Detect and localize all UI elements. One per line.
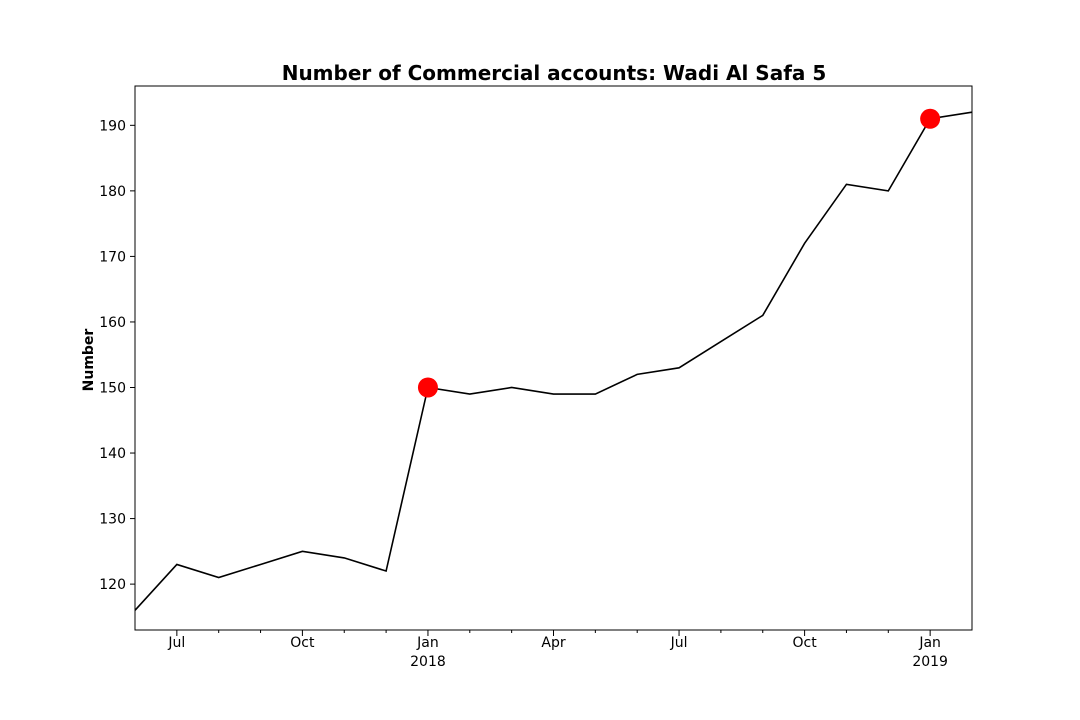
y-tick-label: 160	[99, 315, 126, 331]
x-tick-label: Jul	[670, 635, 688, 651]
x-tick-label: Jan	[416, 635, 439, 651]
x-tick-label: Jan	[918, 635, 941, 651]
y-tick-label: 190	[99, 118, 126, 134]
x-tick-label: Oct	[290, 635, 315, 651]
y-tick-label: 120	[99, 577, 126, 593]
y-tick-label: 170	[99, 249, 126, 265]
series-group	[134, 111, 973, 611]
highlight-marker	[920, 108, 941, 129]
highlight-marker	[417, 377, 438, 398]
y-tick-label: 150	[99, 380, 126, 396]
y-axis-label: Number	[81, 329, 97, 392]
x-tick-year-label: 2019	[912, 654, 948, 670]
y-tick-label: 140	[99, 446, 126, 462]
x-tick-label: Jul	[167, 635, 185, 651]
series-line	[134, 111, 973, 611]
y-tick-label: 130	[99, 512, 126, 528]
chart-title: Number of Commercial accounts: Wadi Al S…	[282, 61, 827, 85]
x-tick-label: Apr	[541, 635, 565, 651]
plot-area-frame	[134, 85, 973, 631]
x-tick-year-label: 2018	[410, 654, 446, 670]
axis-ticks: 120 130 140 150 160 170 180 190 Jul Oct Jan 2018 Apr…	[99, 118, 948, 670]
y-tick-label: 180	[99, 184, 126, 200]
highlight-markers	[417, 108, 941, 398]
x-tick-label: Oct	[792, 635, 817, 651]
